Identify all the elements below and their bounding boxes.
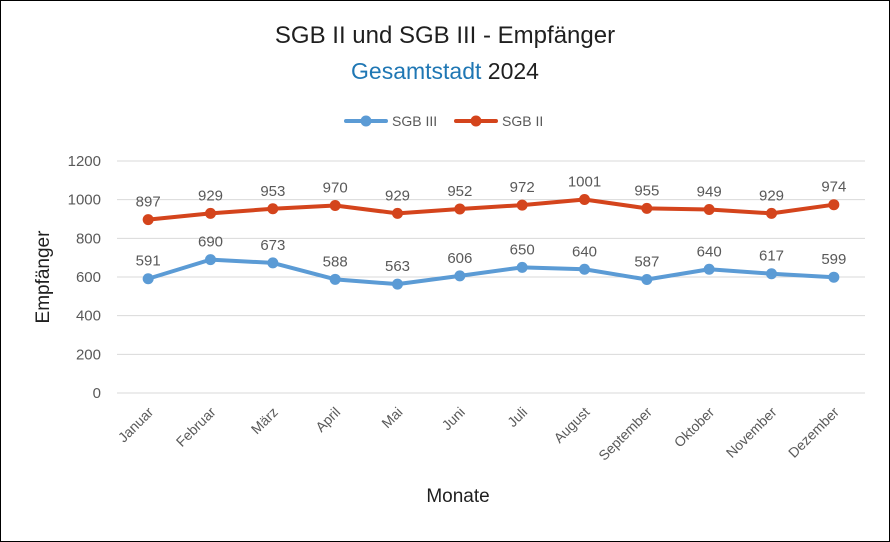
data-label: 588 xyxy=(323,253,348,270)
series-line xyxy=(146,257,836,287)
chart-subtitle-year: 2024 xyxy=(487,58,539,84)
data-point xyxy=(641,274,653,286)
data-label: 599 xyxy=(821,251,846,268)
x-tick-label: November xyxy=(723,404,780,461)
data-label: 929 xyxy=(385,187,410,204)
data-label: 972 xyxy=(510,179,535,196)
data-point xyxy=(766,207,777,219)
data-point xyxy=(267,203,279,215)
data-label: 897 xyxy=(136,194,161,211)
data-point xyxy=(703,263,715,275)
data-point xyxy=(205,207,216,219)
data-label: 949 xyxy=(697,184,722,201)
data-label: 952 xyxy=(447,183,472,200)
data-point xyxy=(641,202,653,214)
data-label: 970 xyxy=(323,179,348,196)
data-point xyxy=(703,204,715,216)
data-point xyxy=(766,268,777,280)
x-tick-label: Dezember xyxy=(785,404,842,461)
data-label: 929 xyxy=(759,187,784,204)
x-tick-label: Februar xyxy=(173,404,219,450)
data-point xyxy=(142,214,154,226)
x-tick-label: Mai xyxy=(378,404,405,431)
data-label: 640 xyxy=(697,243,722,260)
data-point xyxy=(392,207,403,219)
data-point xyxy=(579,193,590,205)
x-tick-label: September xyxy=(595,404,655,464)
chart-subtitle-accent: Gesamtstadt xyxy=(351,58,482,84)
data-label: 563 xyxy=(385,258,410,275)
y-axis-title: Empfänger xyxy=(33,230,54,324)
data-label: 955 xyxy=(634,182,659,199)
legend-marker xyxy=(470,115,482,127)
data-point xyxy=(205,254,216,266)
data-label: 929 xyxy=(198,187,223,204)
data-point xyxy=(828,199,840,211)
y-tick-label: 600 xyxy=(76,269,101,286)
x-tick-label: Juni xyxy=(438,404,467,433)
data-point xyxy=(329,273,341,285)
legend-label: SGB III xyxy=(392,113,437,129)
data-label: 587 xyxy=(634,254,659,271)
data-point xyxy=(579,263,590,275)
data-point xyxy=(142,273,154,285)
x-tick-label: März xyxy=(248,404,281,437)
data-label: 1001 xyxy=(568,173,601,190)
x-tick-label: Juli xyxy=(504,404,530,430)
y-tick-label: 400 xyxy=(76,308,101,325)
data-point xyxy=(516,199,528,211)
legend-label: SGB II xyxy=(502,113,543,129)
data-label: 606 xyxy=(447,250,472,267)
chart-subtitle: Gesamtstadt 2024 xyxy=(0,58,890,85)
data-label: 617 xyxy=(759,248,784,265)
x-tick-label: Januar xyxy=(115,404,157,446)
data-label: 974 xyxy=(821,179,846,196)
x-tick-label: August xyxy=(550,404,592,446)
data-point xyxy=(516,261,528,273)
data-label: 673 xyxy=(260,237,285,254)
x-axis-title: Monate xyxy=(426,486,489,507)
data-point xyxy=(454,270,466,282)
data-point xyxy=(392,278,403,290)
y-tick-label: 800 xyxy=(76,230,101,247)
data-label: 650 xyxy=(510,241,535,258)
x-tick-label: Oktober xyxy=(671,404,718,451)
data-label: 690 xyxy=(198,234,223,251)
chart-title: SGB II und SGB III - Empfänger xyxy=(274,22,616,49)
data-label: 591 xyxy=(136,253,161,270)
y-tick-label: 0 xyxy=(93,385,101,402)
y-tick-label: 1200 xyxy=(68,153,101,170)
y-tick-label: 200 xyxy=(76,346,101,363)
data-label: 953 xyxy=(260,183,285,200)
data-point xyxy=(267,257,279,269)
y-tick-label: 1000 xyxy=(68,192,101,209)
data-label: 640 xyxy=(572,243,597,260)
legend-marker xyxy=(360,115,372,127)
x-tick-label: April xyxy=(312,404,343,435)
series-line xyxy=(146,197,836,222)
data-point xyxy=(329,199,341,211)
data-point xyxy=(454,203,466,215)
data-point xyxy=(828,271,840,283)
